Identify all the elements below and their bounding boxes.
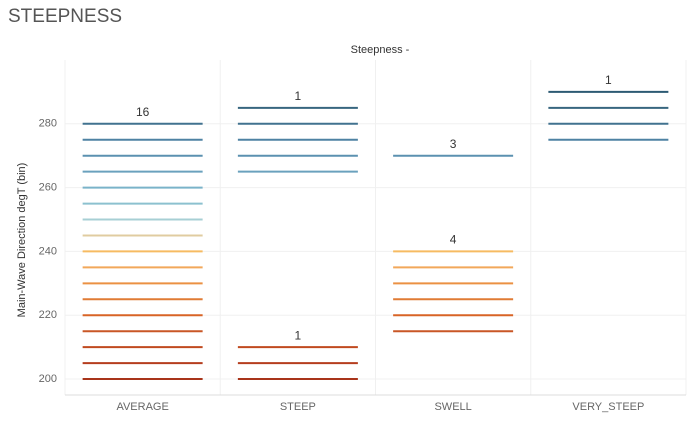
y-tick-label: 240 <box>39 245 57 257</box>
count-label: 3 <box>450 137 457 151</box>
chart-subtitle: Steepness - <box>351 44 410 56</box>
count-label: 1 <box>295 328 302 342</box>
count-label: 1 <box>605 73 612 87</box>
x-tick-label: SWELL <box>434 401 471 413</box>
count-label: 1 <box>295 89 302 103</box>
x-tick-label: VERY_STEEP <box>572 401 644 413</box>
y-tick-label: 220 <box>39 309 57 321</box>
count-label: 16 <box>136 105 150 119</box>
chart-title: STEEPNESS <box>8 6 122 27</box>
x-tick-label: STEEP <box>280 401 316 413</box>
y-tick-label: 200 <box>39 373 57 385</box>
x-tick-label: AVERAGE <box>116 401 168 413</box>
y-tick-label: 280 <box>39 118 57 130</box>
y-axis-label: Main-Wave Direction degT (bin) <box>16 163 28 318</box>
count-label: 4 <box>450 233 457 247</box>
y-tick-label: 260 <box>39 182 57 194</box>
